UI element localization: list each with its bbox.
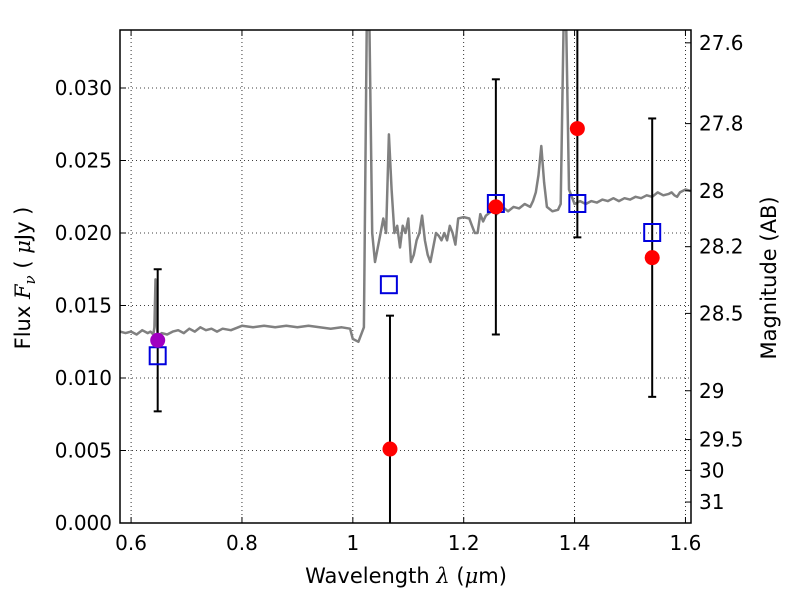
observed-point [644, 250, 660, 266]
model-spectrum-line [120, 30, 691, 344]
observed-point [150, 332, 166, 348]
axes-frame [119, 29, 692, 524]
y-tick-label: 0.030 [55, 76, 112, 100]
x-axis-label: Wavelength λ (μm) [305, 564, 507, 588]
right-tick-label: 28.2 [699, 235, 744, 259]
y-tick-label: 0.010 [55, 366, 112, 390]
right-tick-label: 27.8 [699, 112, 744, 136]
y-tick-label: 0.015 [55, 294, 112, 318]
model-photometry-square [568, 194, 587, 213]
model-photometry-square [379, 275, 398, 295]
right-axis-label: Magnitude (AB) [757, 196, 781, 359]
x-tick-label: 0.6 [115, 531, 147, 555]
x-tick-label: 1.4 [559, 531, 591, 555]
x-tick-label: 1 [346, 531, 359, 555]
y-tick-label: 0.000 [55, 511, 112, 535]
observed-point [569, 121, 585, 137]
right-tick-label: 27.6 [699, 31, 744, 55]
right-tick-label: 31 [699, 490, 724, 514]
y-axis-label: Flux Fν ( μJy ) [11, 207, 39, 350]
ticks: 0.6 0.8 1 1.2 1.4 1.6 0.000 0.005 0.010 0.015 0.02… [55, 30, 744, 555]
right-tick-label: 29 [699, 379, 724, 403]
x-tick-label: 0.8 [226, 531, 258, 555]
grid [120, 30, 691, 524]
observed-point [382, 441, 398, 457]
plot-area [120, 30, 691, 523]
y-tick-label: 0.005 [55, 439, 112, 463]
right-tick-label: 28.5 [699, 301, 744, 325]
right-tick-label: 29.5 [699, 428, 744, 452]
right-tick-label: 30 [699, 458, 724, 482]
x-tick-label: 1.2 [448, 531, 480, 555]
x-tick-label: 1.6 [670, 531, 702, 555]
y-tick-label: 0.025 [55, 149, 112, 173]
right-tick-label: 28 [699, 179, 724, 203]
observed-point [488, 199, 504, 215]
y-tick-label: 0.020 [55, 221, 112, 245]
model-photometry-square [643, 223, 662, 242]
